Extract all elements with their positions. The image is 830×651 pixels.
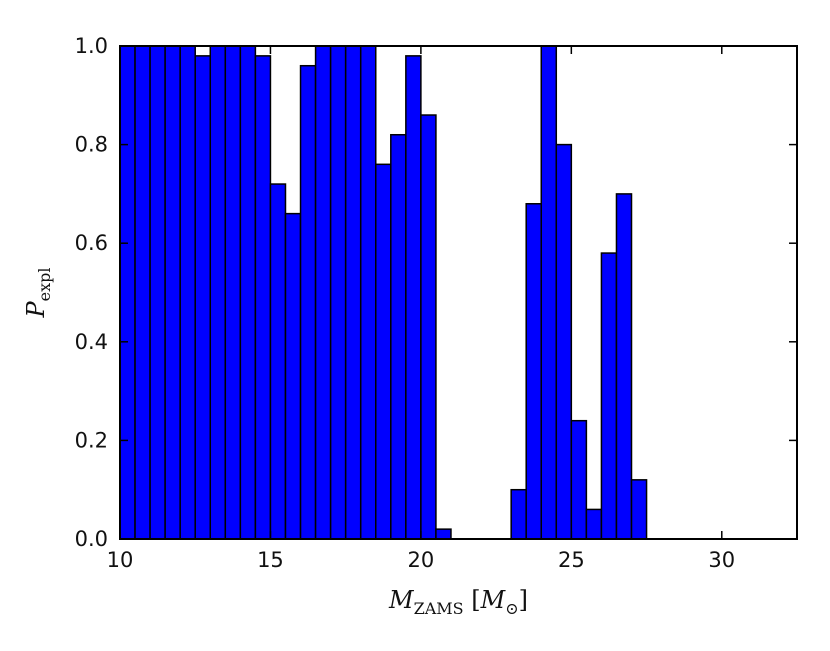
y-axis-label: Pexpl	[22, 267, 54, 318]
x-tick-label: 10	[107, 548, 134, 572]
histogram-bar	[239, 45, 257, 540]
plot-frame	[119, 45, 798, 540]
histogram-bar	[615, 193, 633, 540]
histogram-bar	[420, 114, 437, 540]
histogram-bar	[254, 55, 272, 540]
histogram-bar	[164, 45, 181, 540]
histogram-bar	[555, 143, 573, 540]
histogram-bar	[390, 133, 407, 540]
histogram-bar	[209, 45, 227, 540]
y-tick-label: 0.0	[75, 527, 108, 551]
histogram-bar	[314, 45, 332, 540]
histogram-bar	[405, 55, 422, 540]
histogram-bar	[194, 55, 212, 540]
bars-group	[119, 45, 648, 540]
y-tick-label: 0.6	[75, 231, 108, 255]
histogram-bar	[284, 212, 302, 540]
y-tick-label: 0.4	[75, 330, 108, 354]
histogram-bar	[134, 45, 151, 540]
histogram-bar	[600, 252, 618, 540]
x-tick-label: 15	[257, 548, 284, 572]
y-tick-label: 1.0	[75, 34, 108, 58]
x-tick-label: 25	[558, 548, 585, 572]
ticks-group: 10 15 20 25 30 0.0 0.2 0.4 0.6 0.8 1.0	[75, 34, 797, 572]
y-tick-label: 0.2	[75, 428, 108, 452]
histogram-bar	[570, 419, 588, 540]
y-tick-label: 0.8	[75, 133, 108, 157]
x-axis-label: MZAMS [M⊙]	[388, 586, 528, 618]
histogram-bar	[435, 528, 452, 540]
histogram-bar	[375, 163, 392, 540]
histogram-bar	[510, 488, 527, 540]
histogram-bar	[329, 45, 347, 540]
histogram-bar	[179, 45, 196, 540]
histogram-bar	[119, 45, 136, 540]
histogram-bar	[149, 45, 166, 540]
histogram-bar	[630, 479, 648, 540]
histogram-bar	[299, 64, 317, 540]
histogram-bar	[269, 183, 287, 540]
histogram-bar	[585, 508, 603, 540]
histogram-bar	[224, 45, 242, 540]
histogram-bar	[525, 203, 542, 540]
x-tick-label: 30	[708, 548, 735, 572]
x-tick-label: 20	[408, 548, 435, 572]
histogram-bar	[359, 45, 377, 540]
histogram-bar	[540, 45, 558, 540]
histogram-bar	[344, 45, 362, 540]
